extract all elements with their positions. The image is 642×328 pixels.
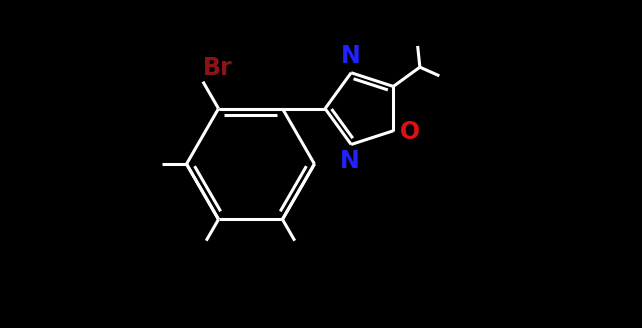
Text: N: N <box>342 44 361 68</box>
Text: O: O <box>400 120 420 144</box>
Text: Br: Br <box>203 56 232 80</box>
Text: N: N <box>340 149 360 173</box>
